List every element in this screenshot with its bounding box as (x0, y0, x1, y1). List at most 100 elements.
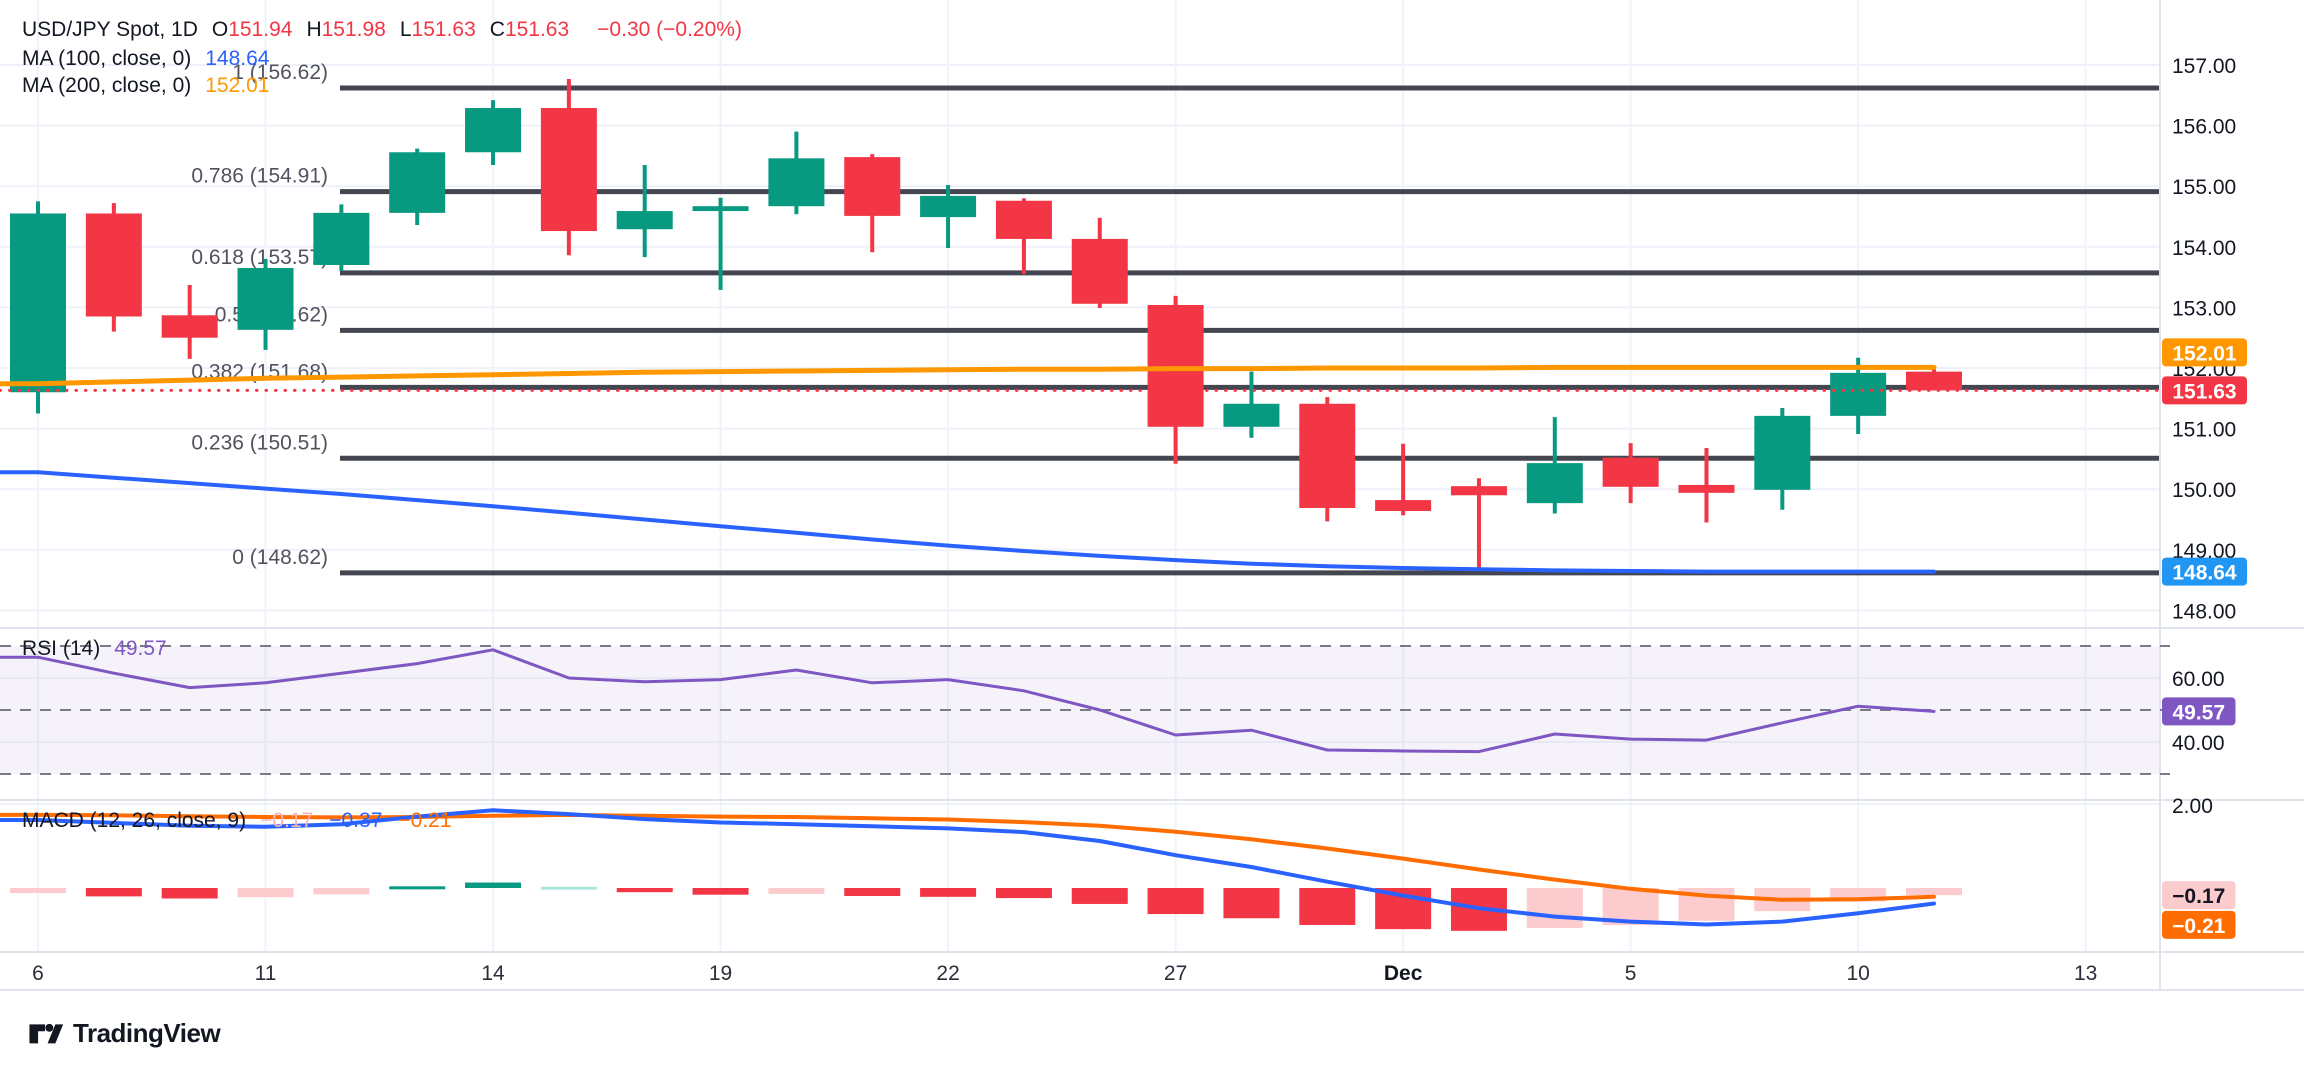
candle-body (1526, 463, 1583, 504)
macd-legend[interactable]: MACD (12, 26, close, 9) −0.17 −0.37 −0.21 (22, 809, 468, 833)
price-tick: 148.00 (2172, 600, 2236, 623)
rsi-value: 49.57 (114, 637, 167, 660)
ma200-line[interactable] (0, 364, 1937, 387)
change-value: −0.30 (−0.20%) (597, 18, 742, 41)
time-tick: 11 (255, 962, 277, 985)
candle[interactable] (1223, 371, 1280, 438)
price-tick: 157.00 (2172, 55, 2236, 78)
candle[interactable] (10, 201, 66, 414)
candle[interactable] (1906, 369, 1962, 391)
candle[interactable] (844, 154, 901, 253)
rsi-pane[interactable] (0, 645, 2160, 775)
time-tick: 10 (1846, 962, 1869, 985)
macd-hist-bar (389, 886, 446, 890)
rsi-line[interactable] (0, 648, 1936, 754)
macd-hist-bar (1071, 888, 1128, 904)
candle[interactable] (692, 197, 749, 290)
macd-value: −0.17 (260, 809, 314, 832)
price-axis[interactable]: 157.00156.00155.00154.00153.00152.00151.… (2160, 55, 2247, 939)
candle-body (1223, 403, 1280, 427)
candle-body (1678, 484, 1735, 493)
ohlc-letter: O (211, 18, 229, 41)
candle-body (920, 195, 977, 218)
svg-text:49.57: 49.57 (2172, 701, 2225, 724)
macd-hist-bar (844, 888, 901, 896)
candle[interactable] (85, 203, 142, 332)
macd-hist-bar (995, 888, 1052, 899)
macd-hist-bar (85, 888, 142, 897)
ohlc-values: O151.94 H151.98 L151.63 C151.63 (212, 18, 583, 41)
candles-layer[interactable] (10, 78, 1962, 572)
svg-text:148.64: 148.64 (2172, 562, 2237, 585)
ma200-value: 152.01 (205, 74, 270, 97)
panel-separators (0, 0, 2304, 991)
candle[interactable] (465, 100, 522, 165)
ma100-value: 148.64 (205, 47, 270, 70)
candle-body (692, 206, 749, 212)
candle[interactable] (1526, 417, 1583, 514)
ohlc-letter: H (306, 18, 322, 41)
price-tick: 153.00 (2172, 297, 2236, 320)
price-tick: 154.00 (2172, 237, 2236, 260)
symbol-title[interactable]: USD/JPY Spot, 1D (22, 18, 198, 41)
rsi-tick: 40.00 (2172, 732, 2225, 755)
fib-label: 1 (156.62) (232, 61, 328, 84)
macd-hist-bar (768, 888, 825, 894)
macd-hist-bar (1147, 888, 1204, 915)
candle-body (1830, 372, 1887, 416)
candle-body (1754, 415, 1811, 490)
candle-body (1147, 304, 1204, 427)
candle[interactable] (1450, 478, 1507, 572)
macd-signal-line[interactable] (0, 812, 1936, 902)
candle-body (389, 152, 446, 213)
svg-text:151.63: 151.63 (2172, 380, 2236, 403)
macd-main-line[interactable] (0, 808, 1936, 927)
candle[interactable] (1602, 443, 1659, 504)
candle[interactable] (1071, 217, 1128, 309)
price-tick: 151.00 (2172, 419, 2236, 442)
candle[interactable] (1754, 407, 1811, 510)
tradingview-wordmark: TradingView (73, 1017, 221, 1048)
macd-hist-bar (1526, 888, 1583, 928)
candle-body (540, 108, 597, 232)
candle[interactable] (1678, 447, 1735, 523)
macd-hist-bar (692, 888, 749, 895)
candle-body (465, 108, 522, 153)
time-tick: 5 (1625, 962, 1637, 985)
macd-pane[interactable] (0, 808, 1962, 931)
macd-hist-bar (237, 888, 294, 898)
candle[interactable] (1830, 357, 1887, 435)
ma100-legend[interactable]: MA (100, close, 0) 148.64 (22, 47, 269, 71)
fib-retracement[interactable]: 1 (156.62) 0.786 (154.91) 0.618 (153.57) 0.… (191, 61, 2160, 576)
candle-body (10, 213, 66, 393)
macd-hist-bar (313, 888, 370, 895)
macd-hist-bar (616, 888, 673, 893)
candle[interactable] (616, 164, 673, 258)
candle[interactable] (920, 184, 977, 249)
candle-body (1602, 457, 1659, 487)
ohlc-letter: C (489, 18, 505, 41)
ma100-line[interactable] (0, 470, 1936, 574)
candle[interactable] (237, 258, 294, 350)
price-tick: 149.00 (2172, 540, 2236, 563)
rsi-legend[interactable]: RSI (14) 49.57 (22, 637, 167, 661)
macd-values: −0.17 −0.37 −0.21 (260, 809, 467, 832)
candle[interactable] (768, 131, 825, 215)
candle[interactable] (540, 78, 597, 256)
ma200-legend[interactable]: MA (200, close, 0) 152.01 (22, 74, 269, 98)
macd-hist-bar (1906, 888, 1962, 896)
macd-hist-bar (465, 882, 522, 888)
time-axis[interactable]: 6 11 14 19 22 27 Dec 5 10 13 (32, 962, 2097, 985)
candle[interactable] (161, 284, 218, 359)
ma100-badge: 148.64 (2162, 557, 2247, 586)
candle[interactable] (1147, 295, 1204, 464)
candle[interactable] (1375, 443, 1432, 516)
time-tick: 22 (936, 962, 959, 985)
candle[interactable] (313, 204, 370, 272)
candle[interactable] (389, 148, 446, 225)
tradingview-logo[interactable]: TradingView (26, 1014, 221, 1052)
time-tick: Dec (1384, 962, 1423, 985)
candle[interactable] (1299, 397, 1356, 522)
candle[interactable] (995, 198, 1052, 275)
